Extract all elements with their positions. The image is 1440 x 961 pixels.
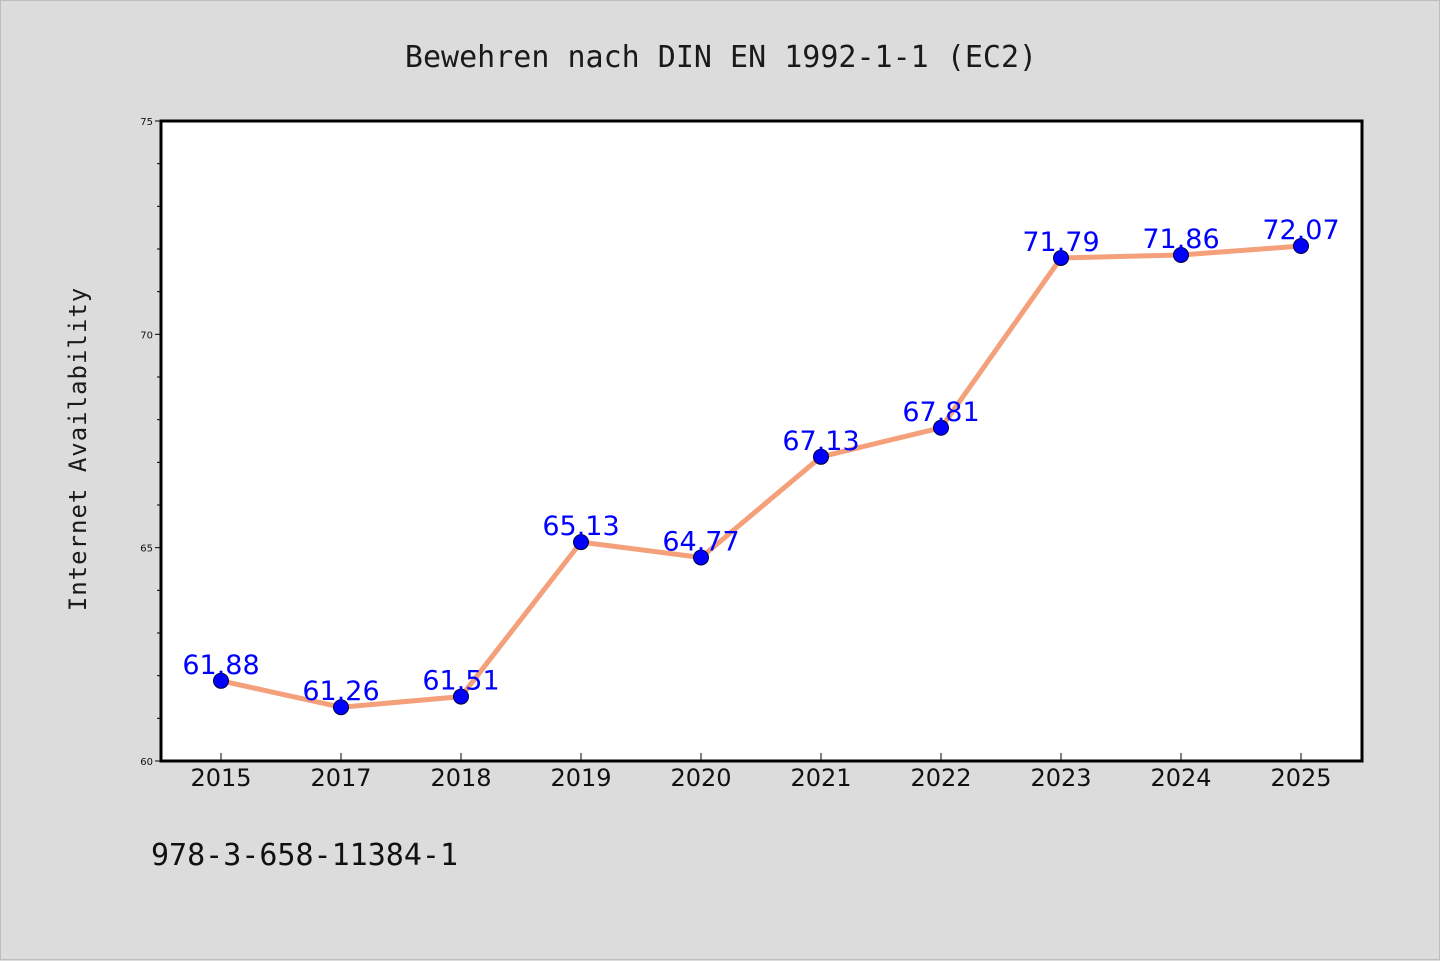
data-point-marker	[213, 672, 229, 689]
x-tick-label: 2020	[670, 764, 731, 792]
x-tick-label: 2018	[430, 764, 491, 792]
data-point-marker	[693, 549, 709, 566]
data-point-marker	[333, 699, 349, 716]
footer-isbn: 978-3-658-11384-1	[151, 838, 458, 873]
data-point-marker	[573, 534, 589, 551]
series-line	[218, 243, 1304, 710]
data-point-marker	[1053, 249, 1069, 266]
x-tick-label: 2024	[1150, 764, 1211, 792]
data-point-marker	[1293, 238, 1309, 255]
data-point-label: 71.86	[1142, 224, 1219, 255]
y-tick-label: 65	[140, 544, 153, 555]
series: 61.88 61.26 61.51 65.13 64.77 67.13 67.81 71.79…	[182, 215, 1340, 716]
data-point-marker	[453, 688, 469, 705]
data-point-label: 64.77	[662, 526, 739, 557]
x-tick-label: 2023	[1030, 764, 1091, 792]
x-tick-label: 2015	[190, 764, 251, 792]
y-axis: 60 65 70 75	[140, 117, 161, 768]
data-point-label: 65.13	[542, 511, 619, 542]
data-point-label: 71.79	[1022, 227, 1099, 258]
data-point-marker	[933, 419, 949, 436]
x-tick-label: 2021	[790, 764, 851, 792]
y-tick-label: 70	[140, 330, 153, 341]
data-point-label: 61.26	[302, 676, 379, 707]
plot-area	[159, 119, 1364, 763]
data-point-label: 61.88	[182, 650, 259, 681]
data-point-label: 67.13	[782, 426, 859, 457]
chart-title: Bewehren nach DIN EN 1992-1-1 (EC2)	[405, 40, 1037, 75]
x-tick-label: 2022	[910, 764, 971, 792]
x-tick-label: 2019	[550, 764, 611, 792]
y-tick-label: 75	[140, 117, 153, 128]
x-tick-label: 2017	[310, 764, 371, 792]
data-point-label: 61.51	[422, 666, 499, 697]
data-point-marker	[1173, 246, 1189, 263]
data-point-marker	[813, 448, 829, 465]
y-tick-label: 60	[140, 757, 153, 768]
y-axis-label: Internet Availability	[64, 287, 92, 611]
x-axis: 2015 2017 2018 2019 2020 2021 2022 2023 2024 2025	[190, 753, 1332, 792]
data-point-label: 72.07	[1262, 215, 1339, 246]
data-point-label: 67.81	[902, 397, 979, 428]
x-tick-label: 2025	[1270, 764, 1331, 792]
